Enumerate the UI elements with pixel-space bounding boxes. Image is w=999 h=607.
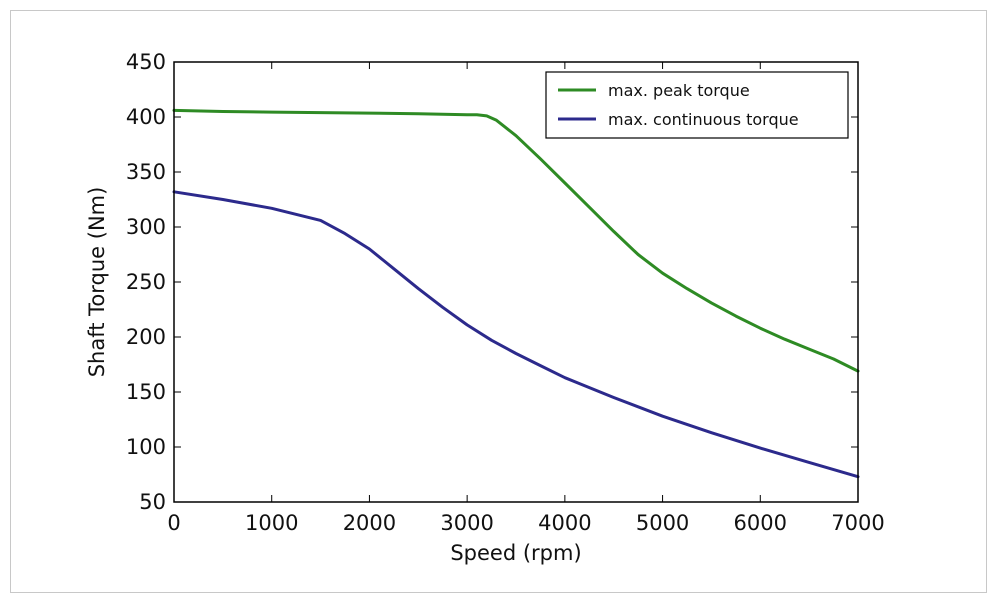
legend-label-continuous-torque: max. continuous torque xyxy=(608,110,799,129)
y-tick-label: 50 xyxy=(139,490,166,514)
legend-box xyxy=(545,71,849,139)
x-tick-label: 0 xyxy=(167,511,180,535)
y-tick-label: 300 xyxy=(126,215,166,239)
y-tick-label: 150 xyxy=(126,380,166,404)
x-axis-label: Speed (rpm) xyxy=(450,541,581,565)
x-tick-label: 2000 xyxy=(343,511,396,535)
x-tick-label: 6000 xyxy=(734,511,787,535)
plot-layer xyxy=(172,108,860,479)
legend-label-peak-torque: max. peak torque xyxy=(608,81,750,100)
plot-area-border xyxy=(173,61,859,503)
y-tick-label: 250 xyxy=(126,270,166,294)
x-tick-label: 1000 xyxy=(245,511,298,535)
series-line-peak-torque xyxy=(172,108,860,373)
x-tick-label: 3000 xyxy=(440,511,493,535)
x-tick-label: 4000 xyxy=(538,511,591,535)
y-tick-label: 100 xyxy=(126,435,166,459)
y-tick-label: 400 xyxy=(126,105,166,129)
tick-layer: 0 1000 2000 3000 4000 5000 6000 7000 50 100 150 200… xyxy=(126,50,885,535)
y-axis-label: Shaft Torque (Nm) xyxy=(85,187,109,378)
x-tick-label: 7000 xyxy=(831,511,884,535)
y-tick-label: 200 xyxy=(126,325,166,349)
legend: max. peak torque max. continuous torque xyxy=(545,71,849,139)
y-tick-label: 450 xyxy=(126,50,166,74)
series-line-continuous-torque xyxy=(172,190,860,479)
x-tick-label: 5000 xyxy=(636,511,689,535)
y-tick-label: 350 xyxy=(126,160,166,184)
